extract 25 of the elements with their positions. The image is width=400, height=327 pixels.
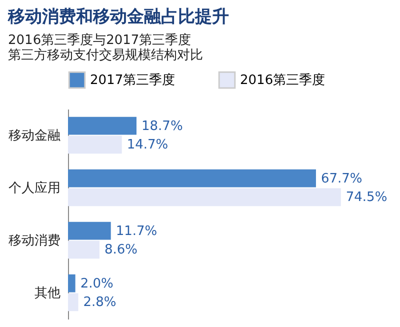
bar — [68, 240, 100, 259]
chart-subtitle: 2016第三季度与2017第三季度 — [8, 32, 192, 48]
bar — [68, 116, 136, 135]
data-label: 18.7% — [141, 118, 183, 134]
legend-label: 2017第三季度 — [90, 72, 176, 88]
data-label: 2.8% — [83, 295, 116, 310]
chart-title: 移动消费和移动金融占比提升 — [7, 7, 229, 27]
data-label: 2.0% — [80, 276, 114, 292]
data-label: 14.7% — [126, 138, 168, 153]
data-label: 8.6% — [104, 242, 138, 258]
bar — [68, 274, 76, 292]
bar — [68, 188, 341, 206]
data-label: 11.7% — [116, 224, 158, 239]
text: 第三方移动支付交易规模结构对比 — [8, 47, 203, 63]
bar — [68, 222, 111, 240]
y-tick-label: 移动消费 — [8, 233, 60, 248]
y-tick-label: 其他 — [34, 286, 60, 301]
legend-label: 2016第三季度 — [240, 72, 326, 88]
y-tick-label: 移动金融 — [8, 128, 60, 144]
data-label: 67.7% — [320, 171, 362, 186]
bar — [68, 169, 316, 188]
bar — [68, 136, 122, 154]
bar — [68, 293, 78, 312]
y-tick-label: 个人应用 — [8, 180, 60, 196]
data-label: 74.5% — [346, 190, 388, 206]
